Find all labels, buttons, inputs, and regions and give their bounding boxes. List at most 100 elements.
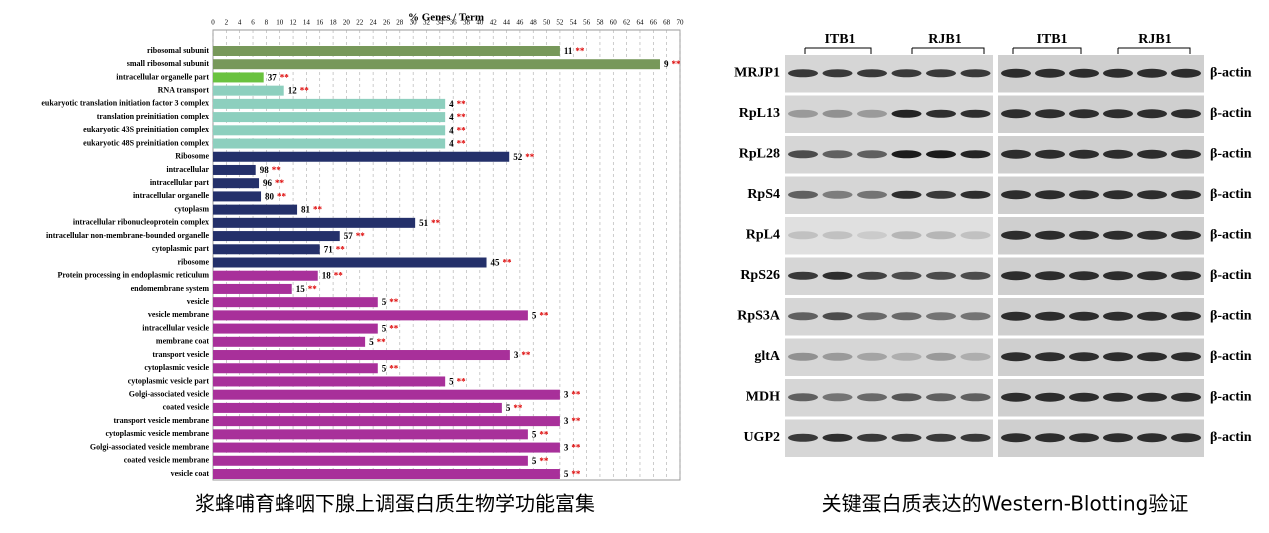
blot-panel <box>785 257 993 295</box>
count-label: 9 ** <box>664 59 681 69</box>
band <box>891 433 922 442</box>
x-tick-label: 6 <box>251 19 255 27</box>
bar <box>213 469 560 479</box>
band <box>1069 271 1099 281</box>
band <box>822 393 853 402</box>
significance: ** <box>539 429 549 439</box>
gene-count: 71 <box>324 244 334 254</box>
bar <box>213 72 264 83</box>
band <box>1103 352 1133 362</box>
protein-label: gltA <box>754 349 781 364</box>
category-label: intracellular <box>166 165 209 174</box>
control-label: β-actin <box>1210 349 1252 364</box>
significance: ** <box>539 310 549 320</box>
control-label: β-actin <box>1210 308 1252 323</box>
band <box>1137 230 1167 240</box>
category-label: intracellular part <box>150 178 210 187</box>
band <box>1001 311 1031 321</box>
band <box>1001 433 1031 443</box>
band <box>1069 433 1099 443</box>
band <box>822 312 853 321</box>
band <box>960 190 991 199</box>
band <box>1137 149 1167 159</box>
gene-count: 9 <box>664 59 669 69</box>
significance: ** <box>334 271 344 281</box>
x-tick-label: 36 <box>450 19 458 27</box>
x-tick-label: 60 <box>610 19 618 27</box>
x-tick-label: 24 <box>370 19 378 27</box>
blot-area <box>804 47 1191 54</box>
count-label: 4 ** <box>449 139 466 149</box>
band <box>1001 190 1031 200</box>
significance: ** <box>571 416 581 426</box>
band <box>1103 433 1133 443</box>
count-label: 5 ** <box>382 297 399 307</box>
band <box>1137 190 1167 200</box>
control-label: β-actin <box>1210 106 1252 121</box>
x-tick-label: 66 <box>650 19 658 27</box>
significance: ** <box>275 178 285 188</box>
control-label: β-actin <box>1210 146 1252 161</box>
bar <box>213 363 378 374</box>
gene-count: 3 <box>514 350 519 360</box>
blot-panel <box>998 338 1204 376</box>
bar <box>213 257 487 268</box>
x-tick-label: 2 <box>225 19 229 27</box>
group-label: RJB1 <box>1138 32 1171 47</box>
band <box>960 150 991 159</box>
band <box>822 433 853 442</box>
band <box>926 69 956 78</box>
band <box>822 190 853 199</box>
category-label: vesicle <box>187 297 210 306</box>
bar <box>213 336 366 347</box>
count-label: 5 ** <box>382 363 399 373</box>
chart-title: % Genes / Term <box>408 12 484 24</box>
band <box>788 150 818 159</box>
band <box>1171 149 1201 159</box>
x-tick-label: 68 <box>663 19 671 27</box>
category-label: coated vesicle membrane <box>124 456 210 465</box>
significance: ** <box>313 205 323 215</box>
band <box>926 190 956 199</box>
category-label: eukaryotic 43S preinitiation complex <box>83 125 209 134</box>
gene-count: 3 <box>564 443 569 453</box>
band <box>1001 149 1031 159</box>
x-tick-label: 34 <box>436 19 444 27</box>
band <box>857 271 887 280</box>
gene-count: 52 <box>513 152 523 162</box>
band <box>1001 392 1031 402</box>
band <box>857 393 887 402</box>
band <box>788 190 818 199</box>
category-label: intracellular organelle part <box>116 72 209 81</box>
category-label: Protein processing in endoplasmic reticu… <box>57 271 209 280</box>
band <box>857 150 887 159</box>
band <box>1069 149 1099 159</box>
count-label: 3 ** <box>564 390 581 400</box>
category-label: coated vesicle <box>163 403 210 412</box>
band <box>1171 230 1201 240</box>
band <box>1137 352 1167 362</box>
blot-panel <box>785 95 993 133</box>
band <box>891 190 922 199</box>
band <box>926 393 956 402</box>
category-label: transport vesicle <box>152 350 209 359</box>
significance: ** <box>356 231 366 241</box>
blot-panel <box>785 217 993 255</box>
count-label: 57 ** <box>344 231 366 241</box>
category-label: Golgi-associated vesicle membrane <box>90 442 210 451</box>
band <box>857 109 887 118</box>
band <box>857 231 887 240</box>
significance: ** <box>272 165 282 175</box>
gene-count: 5 <box>382 324 387 334</box>
band <box>960 393 991 402</box>
x-tick-label: 54 <box>570 19 578 27</box>
category-label: cytoplasmic vesicle part <box>128 376 210 385</box>
caption-left: 浆蜂哺育蜂咽下腺上调蛋白质生物学功能富集 <box>195 492 595 516</box>
band <box>1137 109 1167 119</box>
band <box>788 271 818 280</box>
bar <box>213 164 256 175</box>
band <box>926 433 956 442</box>
bar <box>213 191 262 202</box>
count-label: 81 ** <box>301 205 323 215</box>
category-label: intracellular organelle <box>133 191 210 200</box>
